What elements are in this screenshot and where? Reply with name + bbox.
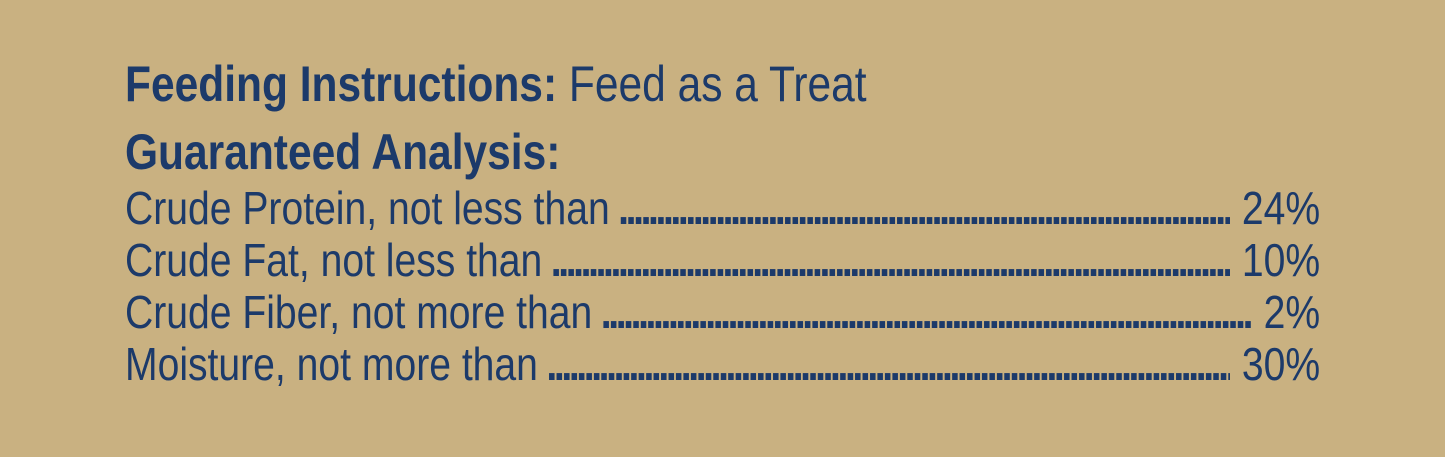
nutrient-value: 10% <box>1241 234 1321 286</box>
guaranteed-analysis-table: Crude Protein, not less than ...........… <box>125 182 1320 390</box>
feeding-instructions-line: Feeding Instructions: Feed as a Treat <box>125 54 1320 114</box>
dot-leader: ........................................… <box>550 234 1230 286</box>
nutrient-label: Crude Protein, not less than <box>125 182 610 234</box>
nutrient-label: Crude Fat, not less than <box>125 234 543 286</box>
feeding-instructions-title: Feeding Instructions: <box>125 56 558 112</box>
nutrient-label: Crude Fiber, not more than <box>125 286 593 338</box>
nutrient-label: Moisture, not more than <box>125 338 538 390</box>
nutrient-value: 30% <box>1241 338 1321 390</box>
label-content: Feeding Instructions: Feed as a Treat Gu… <box>125 54 1320 390</box>
guaranteed-analysis-heading: Guaranteed Analysis: <box>125 122 1320 182</box>
analysis-row-crude-protein: Crude Protein, not less than ...........… <box>125 182 1320 234</box>
analysis-row-crude-fiber: Crude Fiber, not more than .............… <box>125 286 1320 338</box>
guaranteed-analysis-title: Guaranteed Analysis: <box>125 124 561 180</box>
dot-leader: ........................................… <box>618 182 1230 234</box>
dot-leader: ........................................… <box>600 286 1252 338</box>
feeding-instructions-value: Feed as a Treat <box>568 56 867 112</box>
nutrient-value: 24% <box>1241 182 1321 234</box>
nutrient-value: 2% <box>1263 286 1321 338</box>
analysis-row-crude-fat: Crude Fat, not less than ...............… <box>125 234 1320 286</box>
dot-leader: ........................................… <box>546 338 1230 390</box>
analysis-row-moisture: Moisture, not more than ................… <box>125 338 1320 390</box>
